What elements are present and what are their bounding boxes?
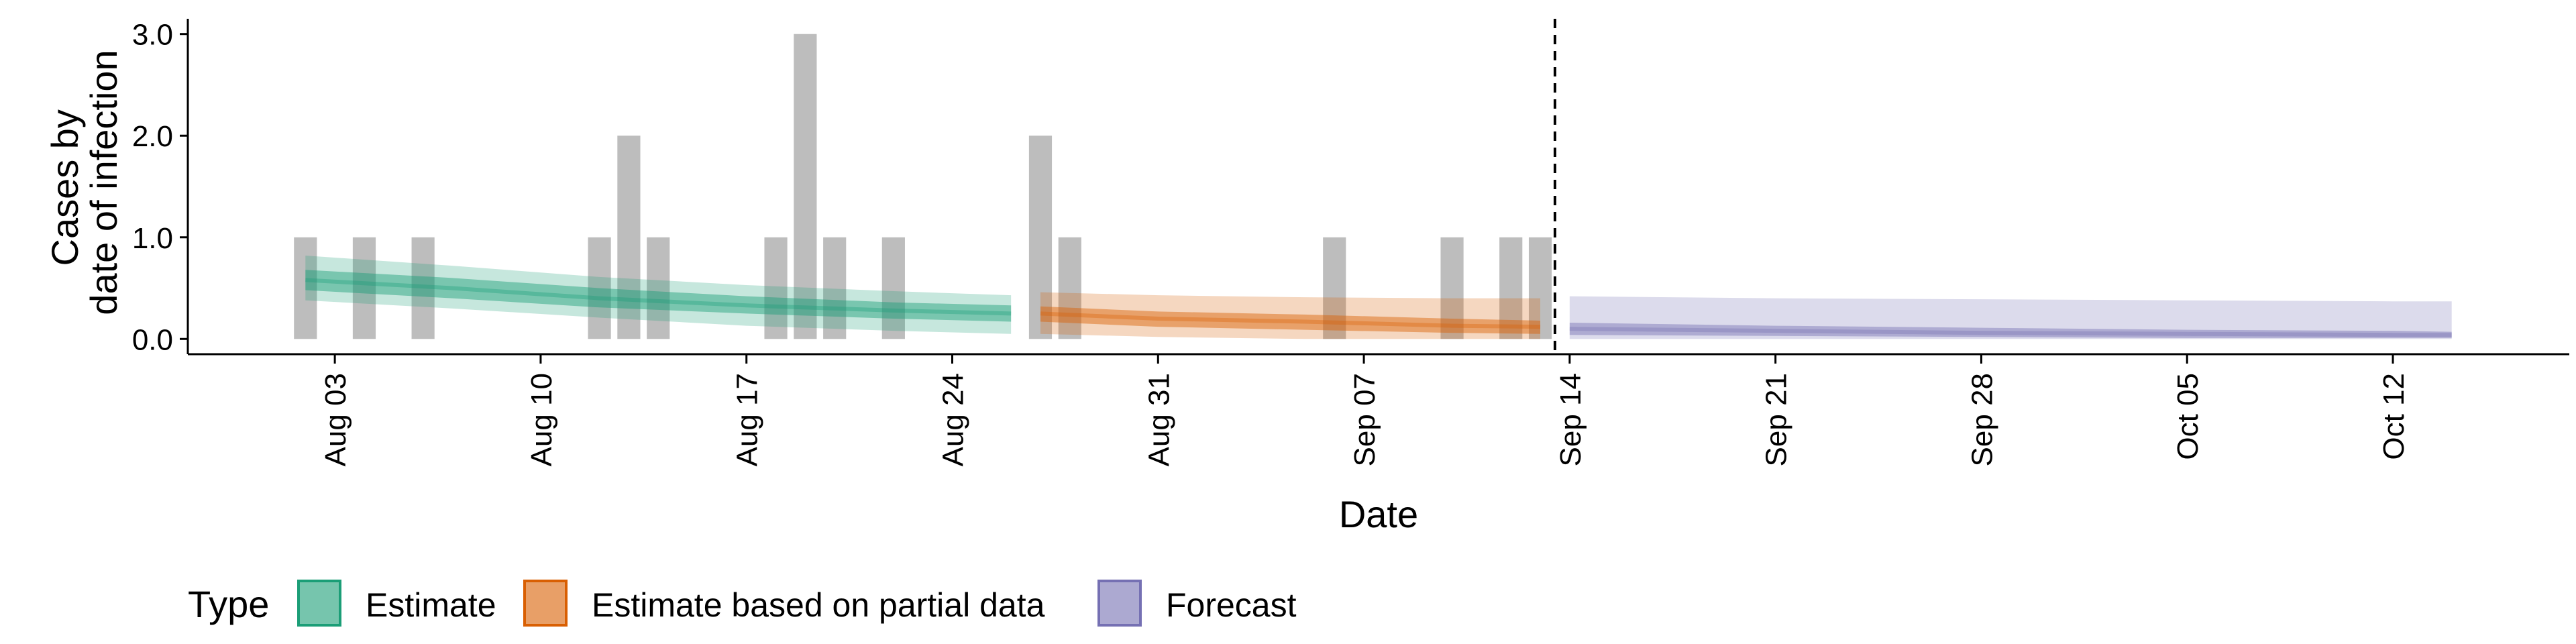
case-bar bbox=[794, 34, 817, 339]
y-axis-label-line-1: Cases by bbox=[44, 109, 86, 266]
case-bar bbox=[1058, 237, 1081, 339]
y-tick-label: 1.0 bbox=[132, 222, 173, 255]
x-tick-label: Oct 05 bbox=[2171, 373, 2204, 460]
outer-band bbox=[1569, 296, 2452, 339]
legend-label: Estimate bbox=[366, 586, 496, 624]
estimate-bands bbox=[305, 256, 2452, 339]
reported-cases-bars bbox=[294, 34, 1552, 339]
case-bar bbox=[617, 136, 641, 339]
outer-band bbox=[1040, 292, 1541, 339]
y-axis-label: Cases by date of infection bbox=[44, 50, 125, 315]
case-bar bbox=[823, 237, 847, 339]
x-tick-label: Aug 10 bbox=[525, 373, 558, 466]
legend-key bbox=[1097, 580, 1142, 627]
x-tick-label: Sep 07 bbox=[1348, 373, 1381, 466]
x-tick-label: Sep 14 bbox=[1554, 373, 1587, 466]
x-tick-label: Aug 03 bbox=[319, 373, 352, 466]
case-bar bbox=[352, 237, 376, 339]
legend-label: Forecast bbox=[1166, 586, 1297, 624]
legend-title: Type bbox=[188, 583, 269, 625]
legend-label: Estimate based on partial data bbox=[592, 586, 1045, 624]
case-bar bbox=[1499, 237, 1523, 339]
y-tick-label: 2.0 bbox=[132, 120, 173, 153]
inner-band bbox=[1569, 323, 2452, 338]
legend-key bbox=[523, 580, 568, 627]
x-tick-label: Aug 17 bbox=[731, 373, 764, 466]
x-tick-label: Oct 12 bbox=[2377, 373, 2410, 460]
case-bar bbox=[881, 237, 905, 339]
median-line bbox=[305, 278, 1012, 316]
case-bar bbox=[1028, 136, 1053, 339]
case-bar bbox=[1323, 237, 1346, 339]
x-axis-ticks: Aug 03 Aug 10 Aug 17 Aug 24 Aug 31 Sep 07 Sep … bbox=[319, 354, 2410, 466]
case-bar bbox=[588, 237, 611, 339]
outer-band bbox=[305, 256, 1012, 334]
x-tick-label: Aug 31 bbox=[1142, 373, 1175, 466]
case-bar bbox=[1528, 237, 1552, 339]
y-axis-ticks: 0.0 1.0 2.0 3.0 bbox=[132, 19, 188, 356]
inner-band bbox=[305, 270, 1012, 322]
median-line bbox=[1040, 311, 1541, 329]
legend: Type Estimate Estimate based on partial d… bbox=[188, 580, 1297, 627]
case-bar bbox=[764, 237, 788, 339]
case-bar bbox=[294, 237, 317, 339]
legend-key bbox=[297, 580, 341, 627]
case-bar bbox=[411, 237, 435, 339]
x-tick-label: Sep 28 bbox=[1966, 373, 1998, 466]
x-tick-label: Sep 21 bbox=[1760, 373, 1793, 466]
x-axis-label: Date bbox=[1339, 493, 1418, 535]
inner-band bbox=[1040, 306, 1541, 334]
y-axis-label-line-2: date of infection bbox=[83, 50, 125, 315]
x-tick-label: Aug 24 bbox=[937, 373, 970, 466]
y-tick-label: 3.0 bbox=[132, 19, 173, 52]
y-tick-label: 0.0 bbox=[132, 323, 173, 356]
case-bar bbox=[1440, 237, 1464, 339]
case-bar bbox=[647, 237, 670, 339]
median-line bbox=[1569, 327, 2452, 337]
